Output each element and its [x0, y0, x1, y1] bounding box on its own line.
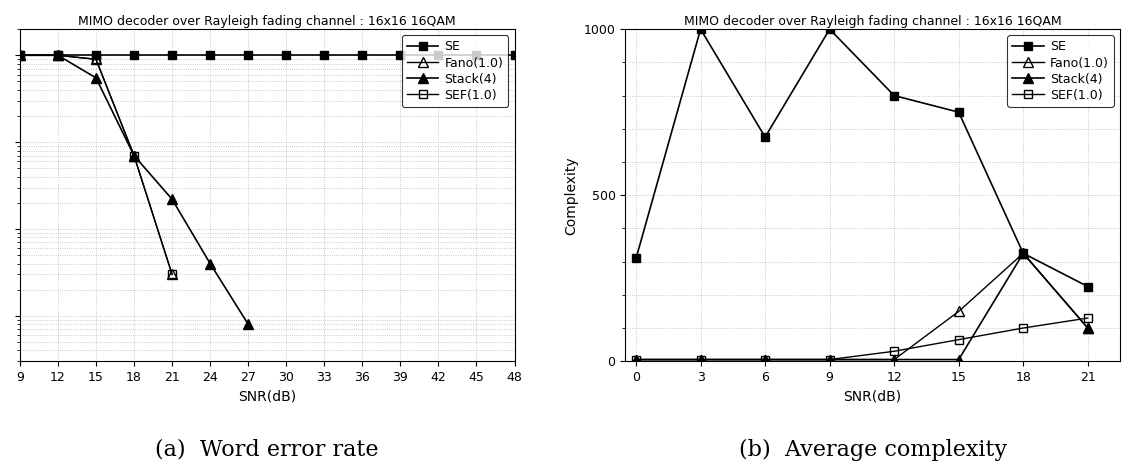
SE [629, 255, 642, 261]
Stack(4) [12, 53, 26, 58]
SE [823, 27, 836, 32]
X-axis label: SNR(dB): SNR(dB) [843, 390, 901, 404]
Fano(1.0) [90, 56, 103, 62]
SEF(1.0) [888, 348, 901, 354]
SEF(1.0) [12, 53, 26, 58]
Y-axis label: Complexity: Complexity [564, 156, 578, 234]
Line: Stack(4): Stack(4) [15, 50, 253, 329]
Stack(4) [203, 261, 217, 266]
Stack(4) [51, 53, 65, 58]
Fano(1.0) [127, 153, 141, 159]
SE [470, 53, 484, 58]
Line: SE: SE [632, 25, 1092, 291]
SEF(1.0) [693, 357, 707, 362]
Stack(4) [823, 357, 836, 362]
SE [203, 53, 217, 58]
Fano(1.0) [952, 309, 966, 314]
SEF(1.0) [629, 357, 642, 362]
SE [12, 53, 26, 58]
SE [758, 134, 772, 140]
Fano(1.0) [758, 357, 772, 362]
Text: (a)  Word error rate: (a) Word error rate [155, 438, 379, 461]
SEF(1.0) [51, 53, 65, 58]
Line: SE: SE [16, 51, 519, 60]
SE [507, 53, 521, 58]
Stack(4) [952, 357, 966, 362]
Stack(4) [1081, 325, 1094, 331]
SE [279, 53, 293, 58]
Line: Fano(1.0): Fano(1.0) [631, 248, 1093, 365]
SE [1017, 251, 1031, 256]
Fano(1.0) [823, 357, 836, 362]
Stack(4) [629, 357, 642, 362]
SEF(1.0) [823, 357, 836, 362]
SE [127, 53, 141, 58]
Fano(1.0) [888, 357, 901, 362]
Legend: SE, Fano(1.0), Stack(4), SEF(1.0): SE, Fano(1.0), Stack(4), SEF(1.0) [402, 35, 508, 107]
SE [242, 53, 255, 58]
SEF(1.0) [166, 272, 179, 277]
Stack(4) [242, 321, 255, 327]
Fano(1.0) [1017, 251, 1031, 256]
Stack(4) [758, 357, 772, 362]
Legend: SE, Fano(1.0), Stack(4), SEF(1.0): SE, Fano(1.0), Stack(4), SEF(1.0) [1008, 35, 1113, 107]
SE [1081, 284, 1094, 289]
Line: Stack(4): Stack(4) [631, 248, 1093, 365]
Line: SEF(1.0): SEF(1.0) [632, 314, 1092, 364]
SE [888, 93, 901, 99]
SE [166, 53, 179, 58]
Fano(1.0) [166, 272, 179, 277]
Stack(4) [166, 196, 179, 202]
SE [355, 53, 369, 58]
Line: Fano(1.0): Fano(1.0) [15, 50, 177, 279]
Stack(4) [1017, 251, 1031, 256]
SE [318, 53, 331, 58]
SEF(1.0) [1081, 315, 1094, 321]
Title: MIMO decoder over Rayleigh fading channel : 16x16 16QAM: MIMO decoder over Rayleigh fading channe… [78, 15, 456, 28]
SE [51, 53, 65, 58]
Fano(1.0) [629, 357, 642, 362]
Text: (b)  Average complexity: (b) Average complexity [739, 438, 1007, 461]
SE [431, 53, 445, 58]
SEF(1.0) [952, 337, 966, 342]
SE [952, 109, 966, 115]
Fano(1.0) [12, 53, 26, 58]
SEF(1.0) [1017, 325, 1031, 331]
Fano(1.0) [51, 53, 65, 58]
SEF(1.0) [127, 153, 141, 159]
Fano(1.0) [693, 357, 707, 362]
Line: SEF(1.0): SEF(1.0) [16, 51, 176, 279]
SE [90, 53, 103, 58]
SE [394, 53, 407, 58]
Fano(1.0) [1081, 325, 1094, 331]
SEF(1.0) [90, 56, 103, 62]
Stack(4) [127, 153, 141, 159]
SEF(1.0) [758, 357, 772, 362]
SE [693, 27, 707, 32]
Stack(4) [90, 75, 103, 80]
Stack(4) [693, 357, 707, 362]
X-axis label: SNR(dB): SNR(dB) [238, 390, 296, 404]
Stack(4) [888, 357, 901, 362]
Title: MIMO decoder over Rayleigh fading channel : 16x16 16QAM: MIMO decoder over Rayleigh fading channe… [684, 15, 1061, 28]
